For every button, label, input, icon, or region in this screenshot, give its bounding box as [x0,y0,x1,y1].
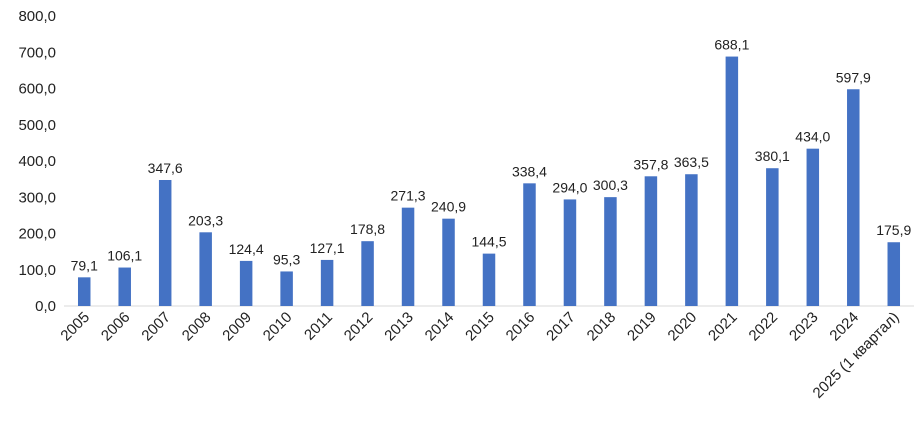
bar [239,260,253,306]
data-label: 434,0 [795,129,830,145]
x-tick-label: 2013 [381,309,417,345]
x-tick-label: 2023 [786,309,822,345]
x-tick-label: 2007 [138,309,174,345]
bar [685,174,698,306]
data-label: 300,3 [593,177,628,193]
bar [77,277,91,306]
bar-series [77,56,901,306]
data-label: 106,1 [107,248,142,264]
data-label: 127,1 [310,240,345,256]
x-tick-label: 2005 [57,309,93,345]
x-tick-label: 2016 [503,309,539,345]
bar [887,242,901,306]
y-tick-label: 600,0 [18,81,56,98]
x-axis: 2005 2006 2007 2008 2009 2010 2011 2012 2013 2014… [57,309,902,402]
data-label: 203,3 [188,212,223,228]
y-tick-label: 200,0 [18,226,56,243]
bar [280,271,293,306]
y-tick-label: 500,0 [18,117,56,134]
data-label: 338,4 [512,163,547,179]
bar [766,168,779,306]
x-tick-label: 2006 [98,309,134,345]
y-tick-label: 100,0 [18,262,56,279]
bar [644,176,658,306]
bar [563,199,577,306]
x-tick-label: 2010 [260,309,296,345]
data-label: 271,3 [391,188,426,204]
bar [604,197,617,306]
x-tick-label: 2008 [179,309,215,345]
data-label: 294,0 [552,179,587,195]
x-tick-label: 2019 [624,309,660,345]
bar [523,183,536,306]
x-tick-label: 2020 [665,309,701,345]
data-label: 380,1 [755,148,790,164]
x-tick-label: 2018 [584,309,620,345]
y-axis: 0,0 100,0 200,0 300,0 400,0 500,0 600,0 700,0 80… [18,8,56,315]
data-label: 357,8 [633,156,668,172]
x-tick-label: 2024 [826,309,862,345]
bar [401,207,415,306]
data-label: 347,6 [148,160,183,176]
x-tick-label: 2021 [705,309,741,345]
bar [847,89,860,306]
x-tick-label: 2012 [341,309,377,345]
data-label: 597,9 [836,69,871,85]
x-tick-label: 2011 [301,309,336,344]
x-tick-label: 2017 [543,309,579,345]
data-label: 95,3 [273,251,300,267]
y-tick-label: 300,0 [18,189,56,206]
bar [482,253,496,306]
data-label: 144,5 [471,234,506,250]
data-label: 688,1 [714,37,749,53]
data-label: 178,8 [350,221,385,237]
x-tick-label: 2009 [219,309,255,345]
data-label: 240,9 [431,199,466,215]
bar [320,259,334,306]
y-tick-label: 0,0 [35,298,56,315]
bar [118,267,131,306]
bar [442,218,455,306]
data-label: 175,9 [876,222,911,238]
bar [199,232,212,306]
x-tick-label: 2014 [422,309,458,345]
bar [158,179,172,306]
bar [806,148,820,306]
bar [725,56,739,306]
y-tick-label: 800,0 [18,8,56,25]
y-tick-label: 700,0 [18,44,56,61]
x-tick-label: 2022 [746,309,782,345]
data-labels: 79,1 106,1 347,6 203,3 124,4 95,3 127,1 178,8 27… [71,37,912,274]
y-tick-label: 400,0 [18,153,56,170]
bar [361,241,374,306]
data-label: 79,1 [71,257,98,273]
data-label: 363,5 [674,154,709,170]
data-label: 124,4 [229,241,264,257]
x-tick-label: 2015 [462,309,498,345]
